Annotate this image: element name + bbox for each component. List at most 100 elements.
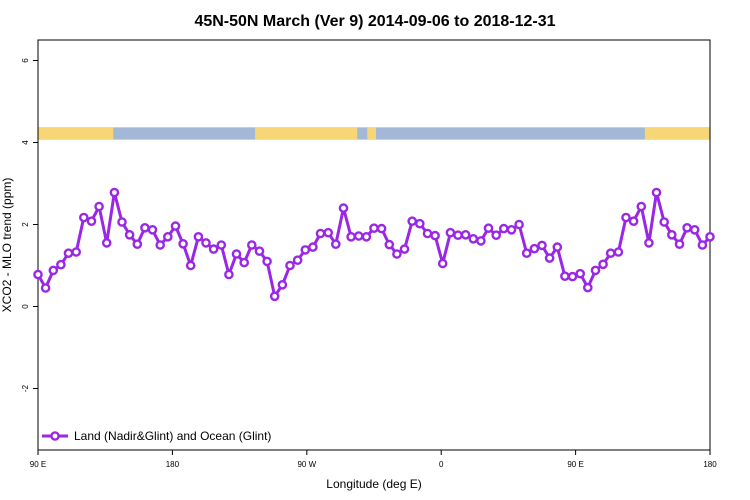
data-point <box>147 224 158 235</box>
x-tick-label: 90 W <box>297 460 316 469</box>
data-point <box>239 257 249 268</box>
legend-label: Land (Nadir&Glint) and Ocean (Glint) <box>74 429 271 443</box>
land-segment <box>367 127 377 140</box>
data-point <box>101 238 112 248</box>
data-point <box>376 223 387 234</box>
x-tick-label: 90 E <box>30 460 46 469</box>
plot-frame <box>37 39 711 451</box>
x-tick-label: 180 <box>703 460 717 469</box>
data-point <box>537 240 547 251</box>
data-point <box>285 260 295 271</box>
data-point <box>560 271 570 282</box>
data-point <box>384 239 395 250</box>
data-point <box>613 247 624 257</box>
data-point <box>201 238 211 248</box>
data-point <box>483 223 494 233</box>
legend-marker <box>50 431 60 441</box>
data-point <box>63 248 74 258</box>
data-point <box>705 231 715 242</box>
data-point <box>216 240 227 250</box>
data-point <box>300 245 311 255</box>
data-point <box>48 265 59 276</box>
data-point <box>506 224 517 235</box>
data-point <box>491 230 502 240</box>
y-tick-label: 6 <box>21 58 30 63</box>
data-point <box>162 231 173 242</box>
data-point <box>185 260 196 271</box>
series-land-ocean <box>33 187 715 302</box>
data-point <box>651 187 662 198</box>
data-point <box>414 218 425 229</box>
data-point <box>346 231 356 242</box>
data-point <box>231 249 242 259</box>
land-segment <box>38 127 114 140</box>
y-axis-label: XCO2 - MLO trend (ppm) <box>0 178 14 313</box>
data-point <box>71 247 81 257</box>
data-point <box>86 216 97 226</box>
data-point <box>292 255 303 266</box>
data-point <box>590 265 601 276</box>
data-point <box>193 231 204 242</box>
y-tick-label: 2 <box>21 222 30 227</box>
data-point <box>659 217 670 227</box>
x-tick-label: 0 <box>439 460 444 469</box>
y-tick-label: 4 <box>21 140 30 145</box>
data-point <box>338 203 349 213</box>
x-tick-label: 180 <box>166 460 180 469</box>
data-point <box>598 259 608 270</box>
data-point <box>605 248 616 258</box>
data-point <box>498 223 509 234</box>
data-point <box>269 291 280 302</box>
y-axis: -2 0 2 4 6 <box>21 58 38 392</box>
data-point <box>140 222 150 233</box>
data-point <box>109 187 120 198</box>
data-point <box>621 212 631 223</box>
data-point <box>667 229 677 240</box>
data-point <box>369 223 379 233</box>
data-point <box>460 229 471 240</box>
data-point <box>330 239 341 249</box>
data-point <box>544 253 555 263</box>
data-point <box>437 258 448 269</box>
data-point <box>552 242 563 252</box>
data-point <box>583 282 593 293</box>
data-point <box>430 230 440 241</box>
data-point <box>40 283 51 293</box>
data-point <box>277 279 288 290</box>
data-point <box>33 269 43 280</box>
land-segment <box>255 127 358 140</box>
data-point <box>178 238 188 249</box>
y-tick-label: 0 <box>21 304 30 309</box>
data-point <box>315 228 326 239</box>
data-point <box>155 240 165 250</box>
data-point <box>94 201 104 212</box>
data-point <box>682 222 692 233</box>
data-point <box>262 256 272 267</box>
data-point <box>689 224 700 235</box>
data-point <box>399 244 410 254</box>
data-point <box>567 271 578 282</box>
data-point <box>323 227 334 238</box>
data-point <box>246 240 257 250</box>
land-ocean-band <box>38 127 710 140</box>
data-point <box>361 231 372 242</box>
data-point <box>224 269 234 280</box>
data-point <box>407 216 418 226</box>
x-axis-label: Longitude (deg E) <box>326 477 421 491</box>
data-point <box>132 239 143 249</box>
data-point <box>353 231 364 241</box>
x-tick-label: 90 E <box>567 460 583 469</box>
data-point <box>476 236 486 246</box>
data-point <box>308 242 318 252</box>
data-point <box>117 217 127 227</box>
land-segment <box>644 127 710 140</box>
data-point <box>644 238 654 248</box>
data-point <box>674 239 685 249</box>
data-point <box>392 249 402 259</box>
data-point <box>529 243 540 254</box>
data-point <box>208 244 219 254</box>
data-point <box>628 216 639 226</box>
data-point <box>468 233 479 244</box>
legend: Land (Nadir&Glint) and Ocean (Glint) <box>42 429 271 443</box>
